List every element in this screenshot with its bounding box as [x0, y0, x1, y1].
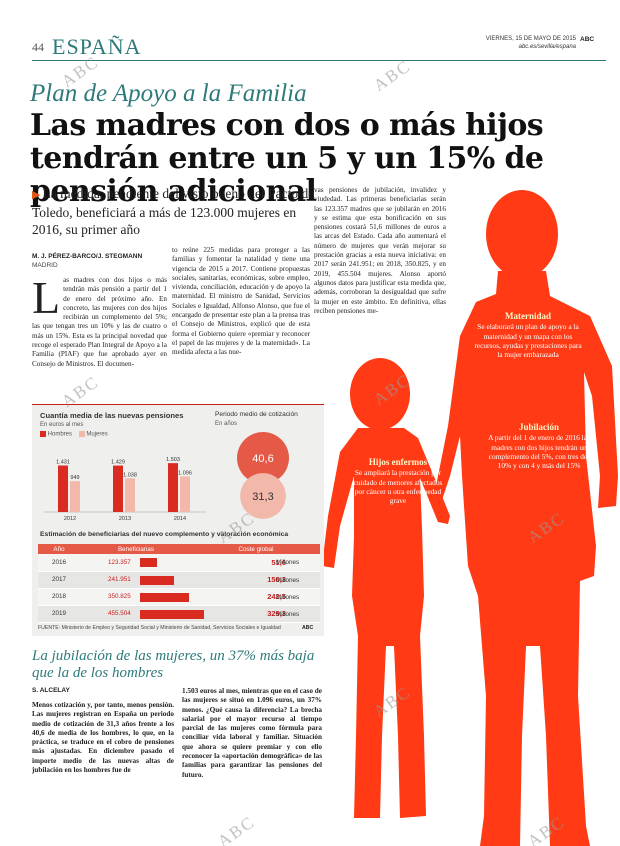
beneficiarias-table: Año Beneficiarias Coste global 2016 123.3… [38, 544, 320, 623]
article-kicker: Plan de Apoyo a la Familia [30, 80, 307, 107]
bubble-label: 31,3 [252, 491, 273, 503]
sidebar-byline: S. ALCELAY [32, 687, 70, 694]
header-date: VIERNES, 15 DE MAYO DE 2015 [485, 36, 576, 42]
byline: M. J. PÉREZ-BARCO/J. STEGMANN [32, 253, 143, 260]
bar-hombres [113, 465, 123, 512]
table-cell-coste: 51,6 Millones [192, 554, 320, 572]
bar-value-label: 1.096 [178, 470, 192, 476]
beneficiarias-bar [140, 558, 157, 567]
bar-value-label: 1.431 [56, 459, 70, 465]
bubble-chart-title: Periodo medio de cotización [215, 411, 298, 418]
table-cell-beneficiarias: 241.951 [80, 571, 192, 589]
watermark: ABC [213, 812, 259, 846]
table-cell-beneficiarias: 455.504 [80, 605, 204, 623]
triangle-icon: ▶ [32, 189, 41, 201]
bar-value-label: 1.503 [166, 457, 180, 463]
table-cell-year: 2016 [38, 554, 80, 572]
bar-chart-title: Cuantía media de las nuevas pensiones [40, 411, 184, 420]
bar-hombres [58, 465, 68, 512]
x-tick-label: 2014 [174, 516, 186, 522]
table-title: Estimación de beneficiarias del nuevo co… [40, 531, 289, 538]
legend-swatch-hombres [40, 431, 46, 437]
table-cell-year: 2019 [38, 605, 80, 623]
bubble-label: 40,6 [252, 453, 273, 465]
sidebar-column-left: Menos cotización y, por tanto, menos pen… [32, 701, 174, 775]
table-cell-coste: 329,3 Millones [192, 605, 320, 623]
label-jubilacion: Jubilación A partir del 1 de enero de 201… [488, 422, 590, 471]
legend-label-hombres: Hombres [47, 431, 73, 438]
table-row: 2019 455.504 329,3 Millones [38, 605, 320, 623]
beneficiarias-bar [140, 592, 189, 602]
table-cell-coste: 150,3 Millones [192, 571, 320, 589]
legend-label-mujeres: Mujeres [86, 431, 108, 438]
sidebar-column-right: 1.503 euros al mes, mientras que en el c… [182, 687, 322, 779]
bar-value-label: 1.038 [123, 472, 137, 478]
bubble [240, 473, 286, 519]
byline-location: MADRID [32, 262, 58, 269]
table-cell-beneficiarias: 123.357 [80, 554, 192, 572]
table-cell-year: 2018 [38, 588, 80, 606]
table-row: 2016 123.357 51,6 Millones [38, 554, 320, 572]
bar-mujeres [180, 476, 190, 512]
bar-mujeres [125, 478, 135, 512]
watermark: ABC [369, 56, 415, 96]
section-title: ESPAÑA [52, 34, 142, 59]
source-logo: ABC [302, 625, 314, 631]
mother-child-silhouette [322, 190, 618, 846]
table-header-beneficiarias: Beneficiarias [80, 544, 192, 554]
header-logo: ABC [580, 36, 595, 43]
beneficiarias-bar [140, 609, 204, 619]
article-subhead: ▶ La medida, pendiente del visto bueno de… [32, 186, 315, 237]
bar-value-label: 1.429 [111, 460, 125, 466]
pension-bar-chart: 1.431 949 2012 1.429 1.038 2013 1.503 1.096 2014 [44, 457, 206, 522]
bubble [237, 432, 289, 484]
page-number: 44 [32, 40, 44, 54]
cotizacion-bubble-chart: 40,6 31,3 [237, 432, 289, 519]
label-hijos-enfermos: Hijos enfermos Se ampliará la prestación … [353, 457, 443, 506]
table-header-coste: Coste global [192, 544, 320, 554]
source-note: FUENTE: Ministerio de Empleo y Seguridad… [38, 625, 281, 631]
table-cell-coste: 242,5 Millones [192, 588, 320, 606]
bubble-chart-subtitle: En años [215, 421, 238, 427]
sidebar-kicker: La jubilación de las mujeres, un 37% más… [32, 648, 315, 681]
body-column-2: to reúne 225 medidas para proteger a las… [172, 246, 310, 357]
x-tick-label: 2013 [119, 516, 131, 522]
table-header-year: Año [38, 544, 80, 554]
article-headline: Las madres con dos o más hijos tendrán e… [30, 108, 544, 209]
table-row: 2017 241.951 150,3 Millones [38, 571, 320, 589]
legend: Hombres Mujeres [40, 431, 108, 438]
legend-swatch-mujeres [78, 431, 85, 437]
bar-chart-subtitle: En euros al mes [40, 422, 84, 428]
dropcap: L [32, 272, 61, 323]
body-column-3: vas pensiones de jubilación, invalidez y… [314, 186, 446, 315]
table-row: 2018 350.825 242,5 Millones [38, 588, 320, 606]
bar-value-label: 949 [70, 475, 79, 481]
label-maternidad: Maternidad Se elaborará un plan de apoyo … [474, 311, 582, 360]
x-tick-label: 2012 [64, 516, 76, 522]
table-cell-year: 2017 [38, 571, 80, 589]
bar-hombres [168, 463, 178, 512]
header-site: abc.es/sevilla/espana [518, 44, 576, 50]
beneficiarias-bar [140, 575, 174, 585]
table-cell-beneficiarias: 350.825 [80, 588, 192, 606]
section-rule [32, 60, 606, 61]
bar-mujeres [70, 481, 80, 512]
